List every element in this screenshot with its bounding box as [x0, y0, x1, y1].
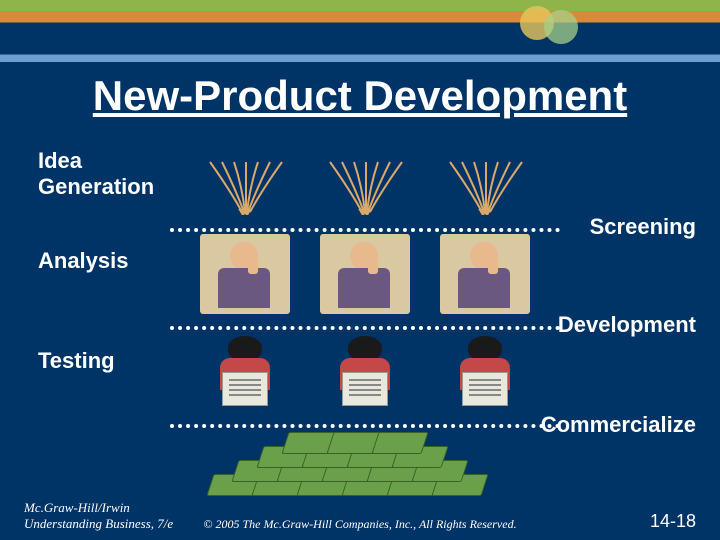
stage-screening: Screening [590, 214, 696, 240]
separator-line [170, 326, 560, 330]
stage-commercialize: Commercialize [541, 412, 696, 438]
header-decor [520, 0, 590, 48]
stage-development: Development [558, 312, 696, 338]
idea-funnel-graphic [200, 160, 530, 215]
stage-analysis: Analysis [38, 248, 129, 274]
separator-line [170, 424, 560, 428]
stage-testing: Testing [38, 348, 115, 374]
stage-idea-generation: Idea Generation [38, 148, 154, 200]
analysis-thinker-graphic [200, 234, 530, 314]
testing-typist-graphic [200, 332, 530, 410]
separator-line [170, 228, 560, 232]
money-pile-graphic [200, 432, 520, 500]
header-band [0, 0, 720, 62]
slide-title: New-Product Development [0, 72, 720, 120]
footer-copyright: © 2005 The Mc.Graw-Hill Companies, Inc.,… [24, 517, 696, 532]
slide-footer: Mc.Graw-Hill/Irwin Understanding Busines… [24, 500, 696, 533]
footer-publisher-name: Mc.Graw-Hill/Irwin [24, 500, 173, 516]
